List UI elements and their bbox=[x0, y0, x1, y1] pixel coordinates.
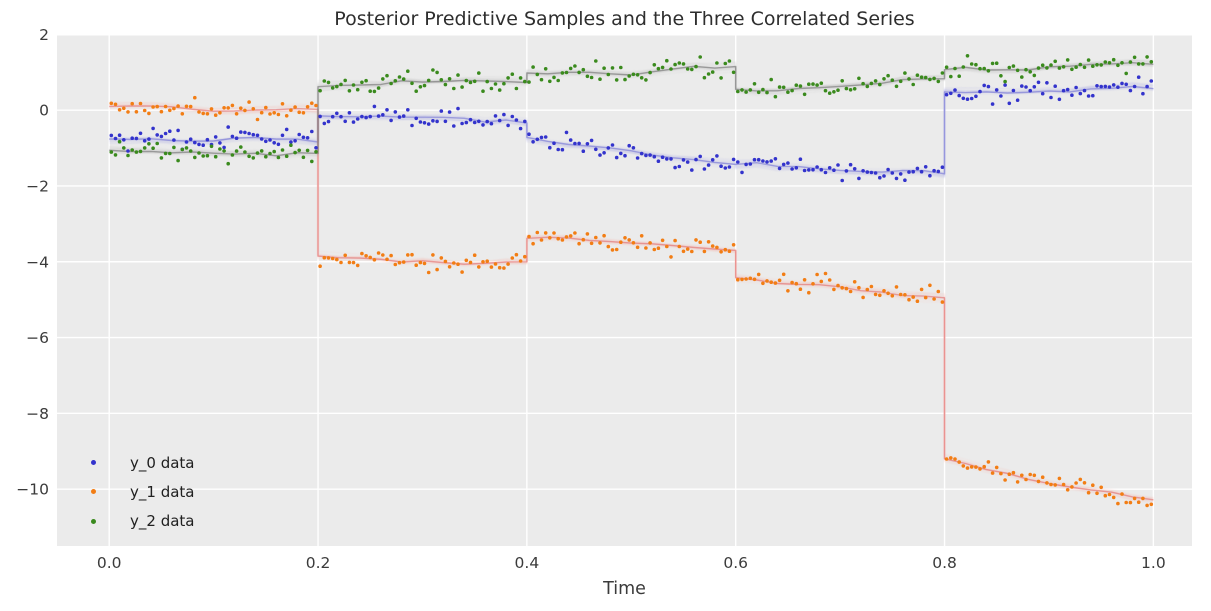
y-tick-label: −2 bbox=[26, 177, 49, 195]
series-y_2_data-mean-line bbox=[109, 62, 1154, 157]
legend-row-y_1_data: y_1 data bbox=[84, 477, 194, 506]
x-tick-label: 1.0 bbox=[1141, 554, 1166, 572]
y-tick-label: −10 bbox=[16, 481, 49, 499]
plot-area bbox=[57, 35, 1192, 546]
y-tick-label: 0 bbox=[39, 102, 49, 120]
y-tick-label: 2 bbox=[39, 26, 49, 44]
series-y_0_data-points bbox=[109, 75, 1154, 183]
legend-marker-dot bbox=[91, 489, 96, 495]
x-tick-labels: 0.0 0.2 0.4 0.6 0.8 1.0 bbox=[97, 554, 1166, 572]
x-tick-label: 0.4 bbox=[515, 554, 540, 572]
legend-marker-dot bbox=[91, 460, 96, 466]
legend-marker-dot bbox=[91, 518, 96, 524]
series-y_1_data-points bbox=[109, 95, 1154, 508]
legend-row-y_0_data: y_0 data bbox=[84, 448, 194, 477]
x-tick-label: 0.2 bbox=[306, 554, 331, 572]
chart-title: Posterior Predictive Samples and the Thr… bbox=[334, 8, 915, 30]
grid-lines bbox=[57, 35, 1192, 546]
y-tick-label: −4 bbox=[26, 253, 49, 271]
y-tick-labels: 2 0 −2 −4 −6 −8 −10 bbox=[16, 26, 49, 499]
legend: y_0 data y_1 data y_2 data bbox=[84, 448, 194, 536]
plot-content bbox=[109, 54, 1154, 508]
y-tick-label: −6 bbox=[26, 329, 49, 347]
legend-label: y_1 data bbox=[130, 482, 195, 501]
series-y_0_data-mean-line bbox=[109, 85, 1154, 175]
series-y_2_data-points bbox=[109, 54, 1154, 166]
legend-label: y_2 data bbox=[130, 512, 195, 531]
series-y_1_data-mean-line bbox=[109, 105, 1154, 501]
x-tick-label: 0.8 bbox=[932, 554, 957, 572]
legend-row-y_2_data: y_2 data bbox=[84, 507, 194, 536]
y-tick-label: −8 bbox=[26, 405, 49, 423]
x-axis-label: Time bbox=[603, 579, 646, 599]
legend-label: y_0 data bbox=[130, 453, 195, 472]
x-tick-label: 0.6 bbox=[723, 554, 748, 572]
x-tick-label: 0.0 bbox=[97, 554, 122, 572]
